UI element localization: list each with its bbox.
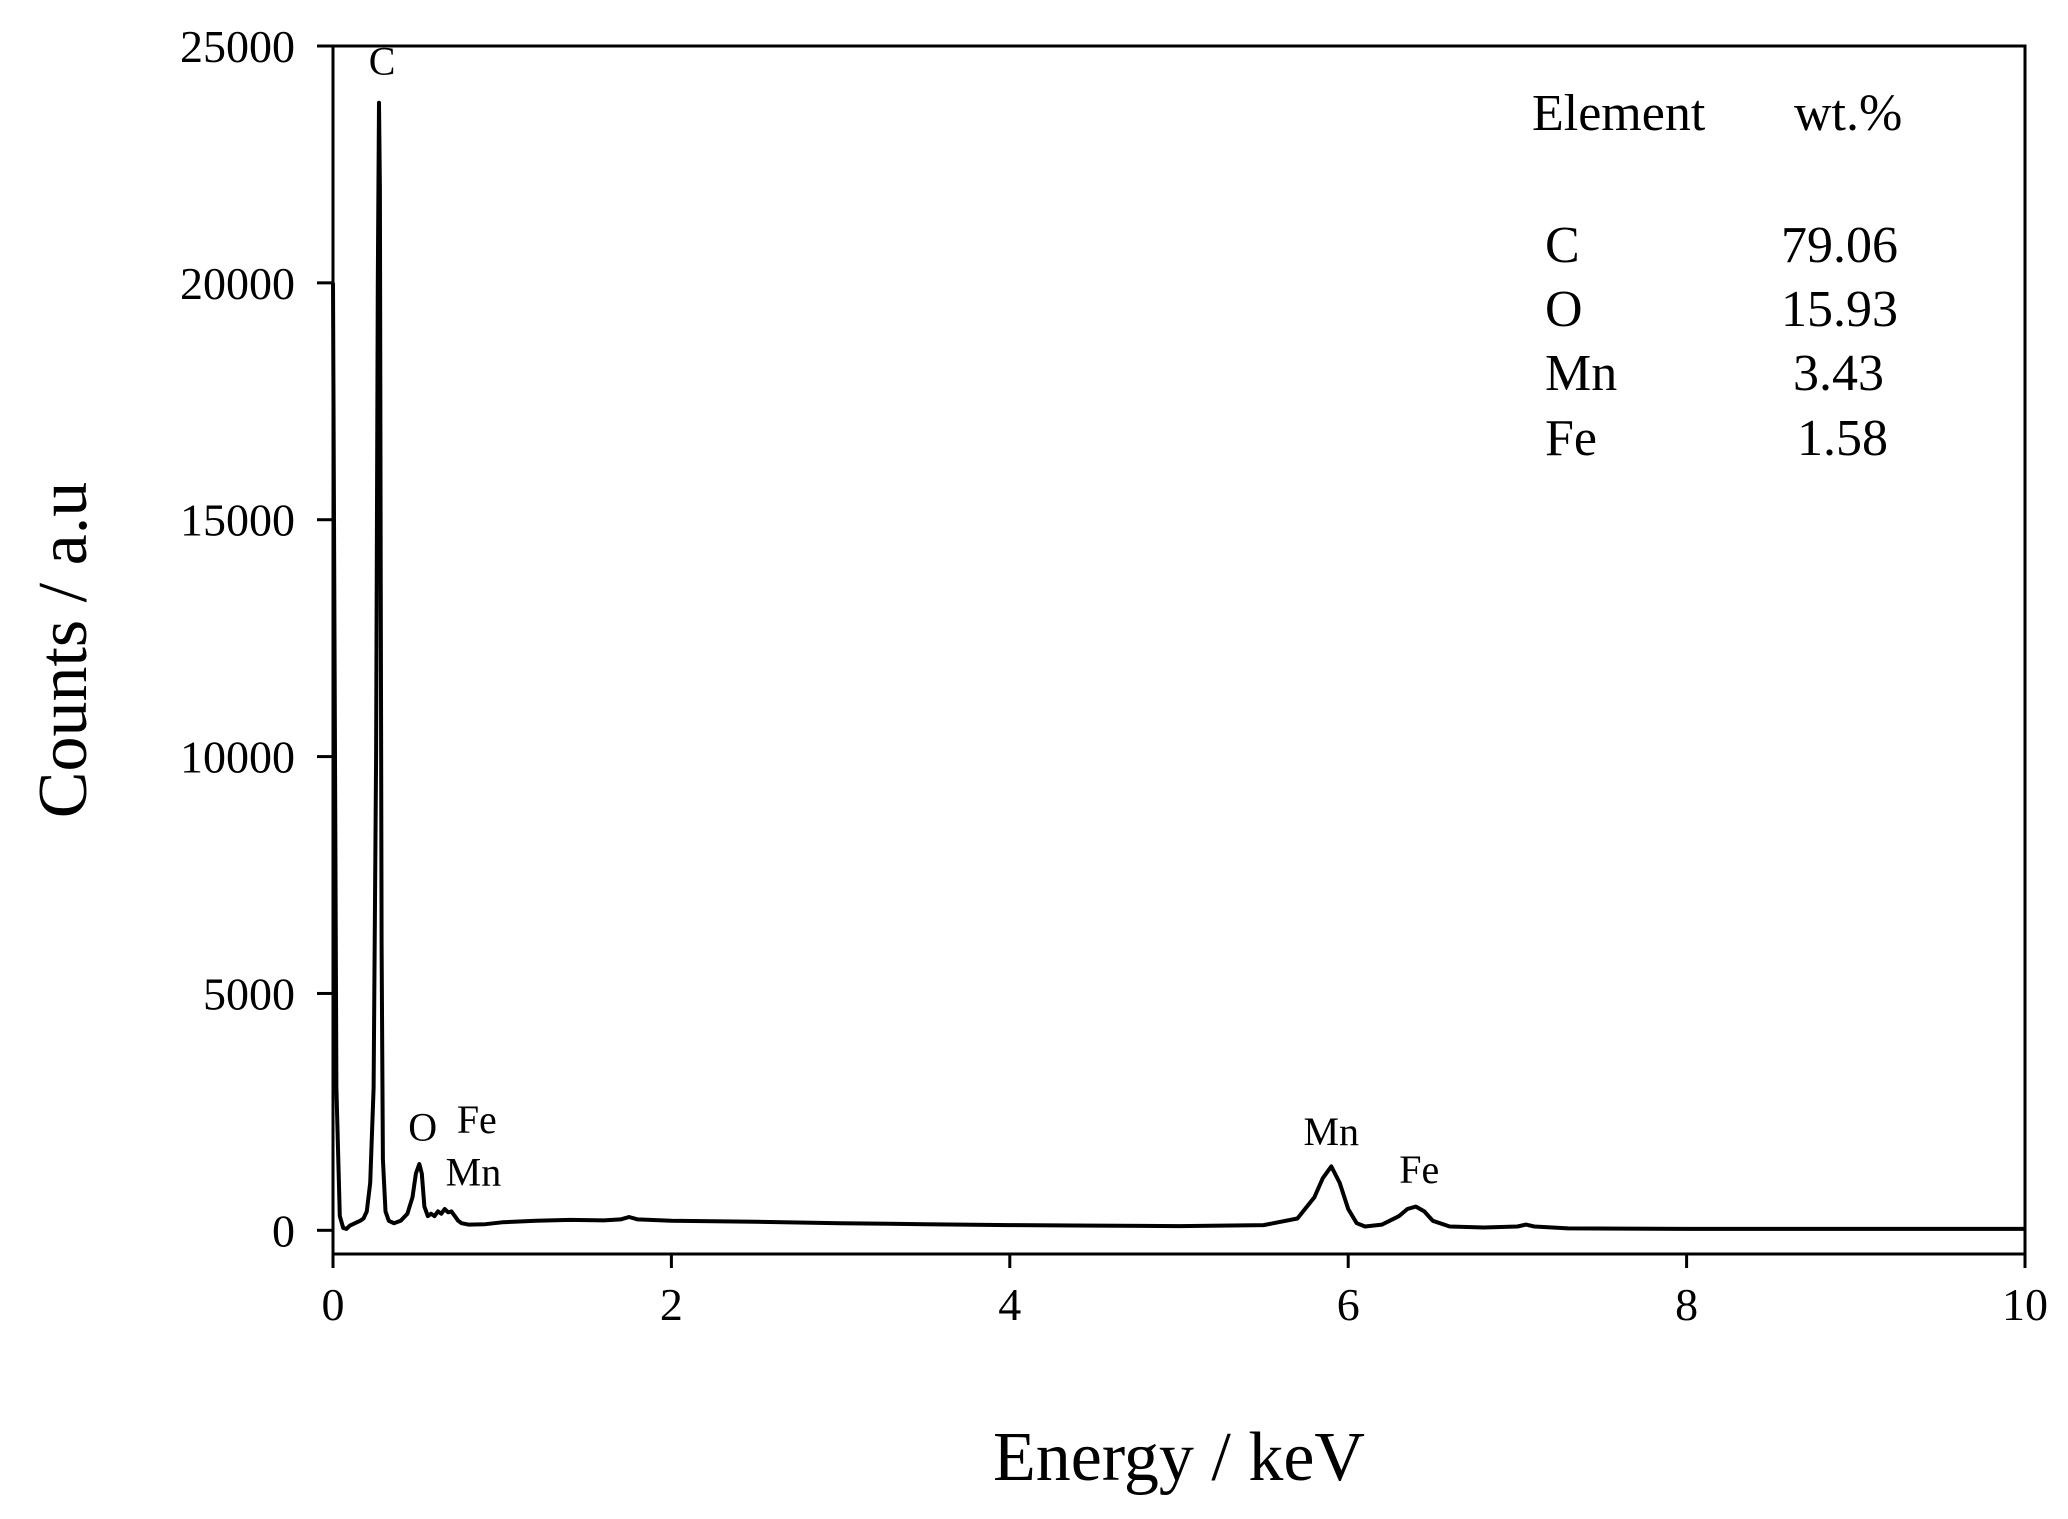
table-header-wt: wt.% — [1794, 85, 1902, 142]
y-tick-label: 5000 — [203, 968, 295, 1019]
y-axis-ticks: 0 5000 10000 15000 20000 25000 — [180, 21, 333, 1256]
y-tick-label: 0 — [272, 1205, 295, 1256]
peak-label: Fe — [457, 1097, 497, 1142]
table-cell-value: 79.06 — [1781, 217, 1898, 274]
y-axis-title: Counts / a.u — [25, 482, 102, 818]
x-tick-label: 8 — [1675, 1279, 1698, 1330]
x-tick-label: 2 — [660, 1279, 683, 1330]
y-tick-label: 15000 — [180, 495, 295, 546]
x-tick-label: 0 — [322, 1279, 345, 1330]
plot-frame — [331, 44, 2027, 1256]
inset-table: Element wt.% C 79.06 O 15.93 Mn 3.43 Fe … — [1532, 85, 1902, 467]
y-tick-label: 20000 — [180, 258, 295, 309]
x-tick-label: 6 — [1337, 1279, 1360, 1330]
y-tick-label: 10000 — [180, 732, 295, 783]
x-axis-title: Energy / keV — [993, 1419, 1365, 1496]
table-cell-value: 3.43 — [1793, 345, 1884, 402]
x-tick-label: 4 — [998, 1279, 1021, 1330]
peak-label: Fe — [1399, 1147, 1439, 1192]
y-tick-label: 25000 — [180, 21, 295, 72]
table-header-element: Element — [1532, 85, 1706, 142]
spectrum-line — [331, 100, 2025, 1231]
peak-annotations: C O Fe Mn Mn Fe — [369, 38, 1440, 1194]
table-cell-element: Fe — [1545, 410, 1597, 467]
x-axis-ticks: 0 2 4 6 8 10 — [322, 1254, 2048, 1330]
table-cell-element: O — [1545, 281, 1583, 338]
peak-label: C — [369, 38, 396, 83]
series-layer — [331, 100, 2025, 1231]
peak-label: Mn — [1303, 1109, 1359, 1154]
x-tick-label: 10 — [2002, 1279, 2048, 1330]
table-cell-value: 1.58 — [1797, 410, 1888, 467]
peak-label: O — [408, 1104, 437, 1149]
table-cell-element: C — [1545, 217, 1580, 274]
table-cell-element: Mn — [1545, 345, 1617, 402]
peak-label: Mn — [446, 1149, 502, 1194]
table-cell-value: 15.93 — [1781, 281, 1898, 338]
